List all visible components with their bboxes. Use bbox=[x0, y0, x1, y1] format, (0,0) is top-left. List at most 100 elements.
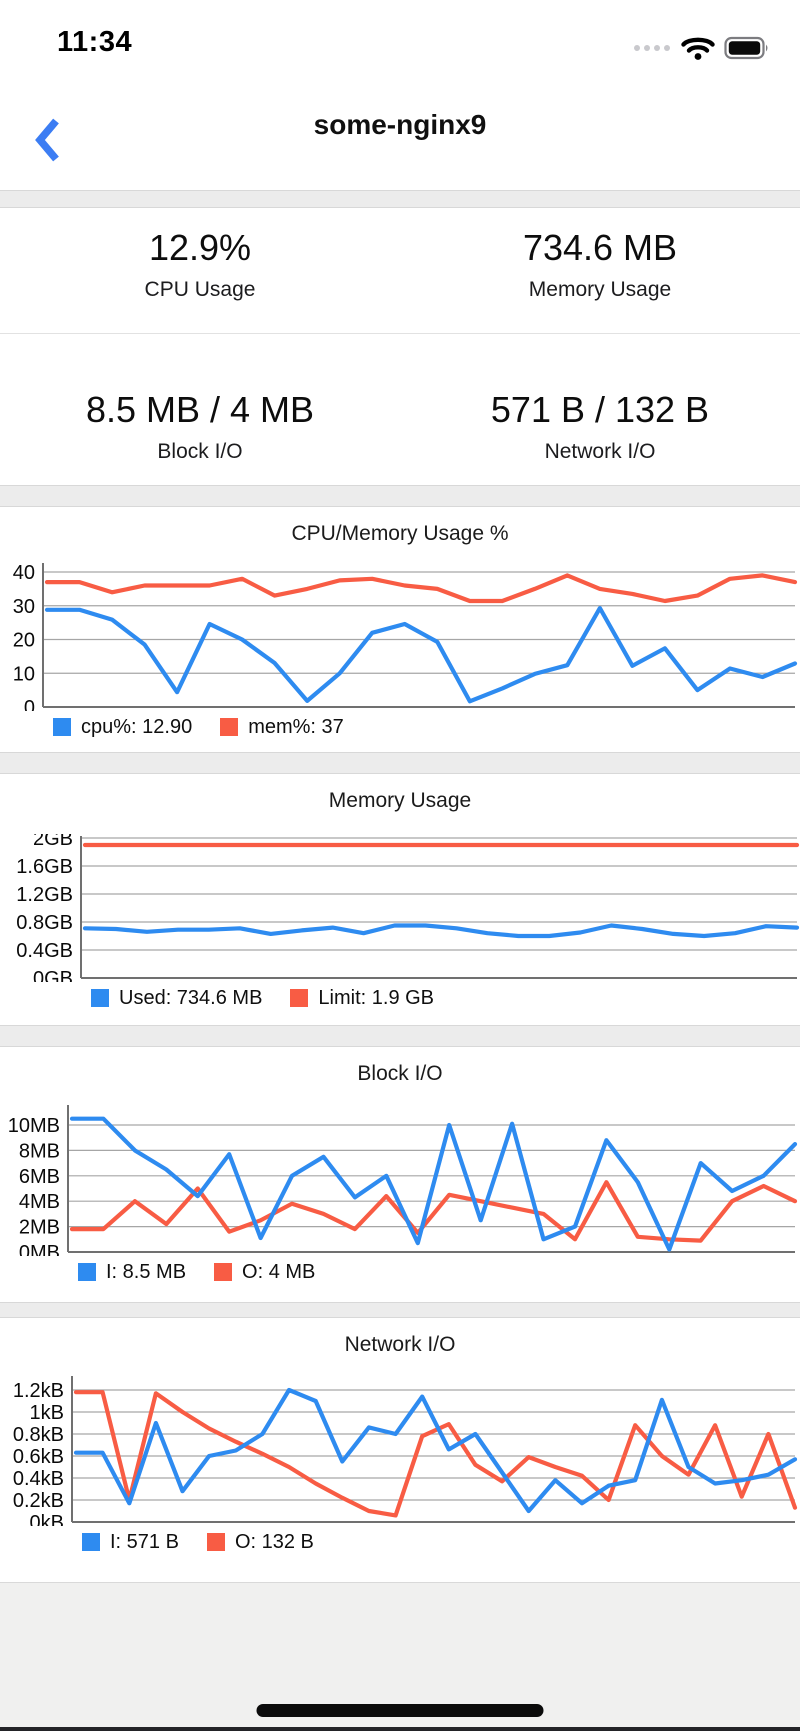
y-axis-tick-label: 6MB bbox=[19, 1166, 60, 1188]
series-line-mem% bbox=[44, 573, 798, 604]
y-axis-tick-label: 40 bbox=[13, 562, 35, 584]
block-io-label: Block I/O bbox=[157, 440, 243, 463]
chart-title: Block I/O bbox=[357, 1062, 443, 1085]
chart-cpu-memory-usage: CPU/Memory Usage % 0 10 20 30 40 cpu%: 12.90… bbox=[0, 507, 800, 752]
status-time: 11:34 bbox=[57, 26, 133, 58]
y-axis-tick-label: 20 bbox=[13, 630, 35, 652]
legend-item-O: O: 4 MB bbox=[214, 1261, 315, 1284]
legend-swatch-icon bbox=[290, 989, 309, 1007]
legend-label: I: 571 B bbox=[110, 1530, 179, 1553]
back-button[interactable] bbox=[30, 115, 64, 165]
chart-legend: cpu%: 12.90 mem%: 37 bbox=[0, 713, 800, 741]
memory-usage-value: 734.6 MB bbox=[522, 227, 678, 268]
stats-row-2: 8.5 MB / 4 MB Block I/O 571 B / 132 B Ne… bbox=[0, 334, 800, 485]
y-axis-tick-label: 0.2kB bbox=[13, 1490, 64, 1512]
cpu-usage-label: CPU Usage bbox=[144, 278, 256, 301]
page-title: some-nginx9 bbox=[313, 109, 487, 140]
y-axis-tick-label: 4MB bbox=[19, 1191, 60, 1213]
series-line-O bbox=[73, 1390, 798, 1518]
section-divider bbox=[0, 752, 800, 774]
cpu-usage-value: 12.9% bbox=[148, 227, 252, 268]
chart-title: Network I/O bbox=[344, 1333, 456, 1356]
stat-card-block-io: 8.5 MB / 4 MB Block I/O bbox=[0, 334, 400, 485]
legend-swatch-icon bbox=[206, 1533, 225, 1551]
chart-plot: 0MB 2MB 4MB 6MB 8MB 10MB bbox=[0, 1103, 800, 1256]
battery-icon bbox=[724, 36, 768, 60]
stat-card-cpu: 12.9% CPU Usage bbox=[0, 208, 400, 333]
legend-item-cpu%: cpu%: 12.90 bbox=[53, 716, 192, 739]
chart-block-io: Block I/O 0MB 2MB 4MB 6MB 8MB 10MB I: 8.5 MB O… bbox=[0, 1047, 800, 1302]
y-axis-tick-label: 1.6GB bbox=[16, 856, 73, 878]
legend-swatch-icon bbox=[91, 989, 109, 1007]
stat-card-network-io: 571 B / 132 B Network I/O bbox=[400, 334, 800, 485]
cellular-signal-dots-icon bbox=[634, 45, 670, 51]
y-axis-tick-label: 0MB bbox=[19, 1242, 60, 1256]
legend-label: Used: 734.6 MB bbox=[119, 986, 263, 1009]
chart-title: CPU/Memory Usage % bbox=[291, 522, 509, 545]
stats-row-1: 12.9% CPU Usage 734.6 MB Memory Usage bbox=[0, 208, 800, 334]
line-chart-svg: 0 10 20 30 40 bbox=[13, 562, 798, 711]
y-axis-tick-label: 8MB bbox=[19, 1140, 60, 1162]
y-axis-tick-label: 0 bbox=[24, 697, 35, 711]
legend-swatch-icon bbox=[78, 1263, 96, 1281]
chart-plot: 0 10 20 30 40 bbox=[0, 561, 800, 711]
legend-label: O: 4 MB bbox=[242, 1260, 316, 1283]
section-divider bbox=[0, 1025, 800, 1047]
y-axis-tick-label: 0.4GB bbox=[16, 940, 73, 962]
section-divider bbox=[0, 485, 800, 507]
legend-item-Limit: Limit: 1.9 GB bbox=[290, 987, 434, 1010]
legend-item-Used: Used: 734.6 MB bbox=[91, 987, 262, 1010]
legend-item-mem%: mem%: 37 bbox=[220, 716, 344, 739]
home-indicator[interactable] bbox=[256, 1704, 544, 1717]
line-chart-svg: 0MB 2MB 4MB 6MB 8MB 10MB bbox=[8, 1105, 798, 1256]
chevron-left-icon bbox=[35, 118, 59, 162]
network-io-value: 571 B / 132 B bbox=[490, 389, 710, 430]
legend-label: cpu%: 12.90 bbox=[81, 715, 193, 738]
y-axis-tick-label: 0.4kB bbox=[13, 1468, 64, 1490]
wifi-icon bbox=[681, 37, 715, 60]
legend-swatch-icon bbox=[53, 718, 71, 736]
network-io-label: Network I/O bbox=[544, 440, 656, 463]
legend-item-O: O: 132 B bbox=[206, 1530, 314, 1554]
chart-legend: Used: 734.6 MB Limit: 1.9 GB bbox=[0, 984, 800, 1012]
series-line-I bbox=[73, 1387, 798, 1514]
series-line-cpu% bbox=[44, 605, 798, 704]
chart-plot: 0kB 0.2kB 0.4kB 0.6kB 0.8kB 1kB 1.2kB bbox=[0, 1374, 800, 1526]
legend-label: O: 132 B bbox=[234, 1530, 314, 1553]
block-io-value: 8.5 MB / 4 MB bbox=[85, 389, 315, 430]
line-chart-svg: 0GB 0.4GB 0.8GB 1.2GB 1.6GB 2GB bbox=[16, 834, 800, 982]
y-axis-tick-label: 0.8GB bbox=[16, 912, 73, 934]
stat-card-memory: 734.6 MB Memory Usage bbox=[400, 208, 800, 333]
y-axis-tick-label: 10MB bbox=[8, 1115, 60, 1137]
chart-network-io: Network I/O 0kB 0.2kB 0.4kB 0.6kB 0.8kB 1kB 1.… bbox=[0, 1318, 800, 1582]
chart-title: Memory Usage bbox=[328, 789, 472, 812]
legend-label: I: 8.5 MB bbox=[106, 1260, 187, 1283]
legend-label: Limit: 1.9 GB bbox=[318, 986, 435, 1009]
y-axis-tick-label: 1.2kB bbox=[13, 1380, 64, 1402]
legend-swatch-icon bbox=[214, 1263, 233, 1281]
chart-memory-usage: Memory Usage 0GB 0.4GB 0.8GB 1.2GB 1.6GB 2GB … bbox=[0, 774, 800, 1025]
section-divider bbox=[0, 1302, 800, 1318]
nav-bar: some-nginx9 bbox=[0, 85, 800, 190]
y-axis-tick-label: 1kB bbox=[30, 1402, 64, 1424]
chart-plot: 0GB 0.4GB 0.8GB 1.2GB 1.6GB 2GB bbox=[0, 834, 800, 982]
chart-legend: I: 8.5 MB O: 4 MB bbox=[0, 1258, 800, 1286]
y-axis-tick-label: 30 bbox=[13, 596, 35, 618]
legend-item-I: I: 571 B bbox=[82, 1531, 179, 1554]
y-axis-tick-label: 0kB bbox=[30, 1512, 64, 1526]
status-bar: 11:34 bbox=[0, 0, 800, 85]
screen-bottom-edge bbox=[0, 1727, 800, 1731]
y-axis-tick-label: 2GB bbox=[33, 834, 73, 850]
y-axis-tick-label: 2MB bbox=[19, 1217, 60, 1239]
chart-legend: I: 571 B O: 132 B bbox=[0, 1528, 800, 1556]
series-line-Used bbox=[82, 923, 800, 939]
y-axis-tick-label: 0GB bbox=[33, 968, 73, 982]
y-axis-tick-label: 0.8kB bbox=[13, 1424, 64, 1446]
y-axis-tick-label: 1.2GB bbox=[16, 884, 73, 906]
section-divider bbox=[0, 190, 800, 208]
y-axis-tick-label: 0.6kB bbox=[13, 1446, 64, 1468]
series-line-I bbox=[69, 1116, 798, 1252]
footer-area bbox=[0, 1582, 800, 1731]
